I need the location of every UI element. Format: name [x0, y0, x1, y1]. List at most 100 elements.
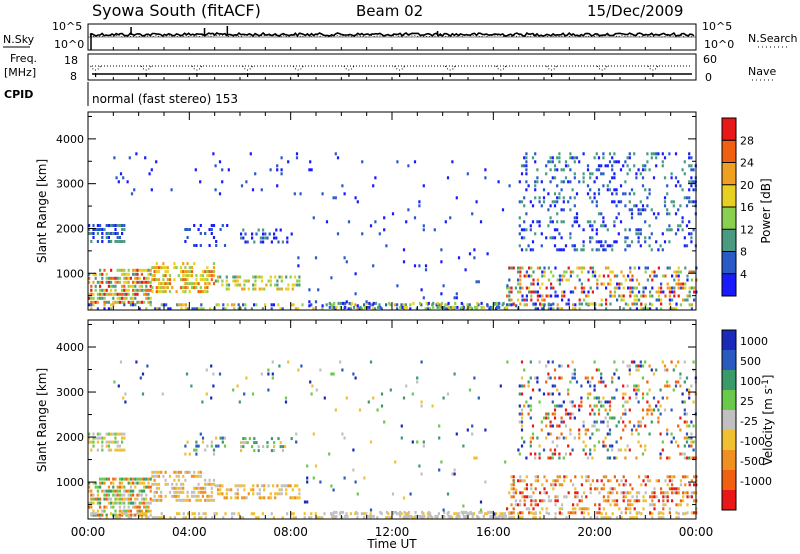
range-gate-cell — [195, 278, 198, 282]
range-gate-cell — [121, 501, 124, 505]
range-gate-cell — [607, 516, 610, 520]
range-gate-cell — [602, 483, 605, 487]
range-gate-cell — [449, 216, 452, 220]
range-gate-cell — [426, 307, 429, 311]
colorbar-tick-label: 20 — [740, 179, 754, 192]
range-gate-cell — [110, 481, 113, 485]
range-gate-cell — [402, 396, 406, 400]
range-gate-cell — [688, 303, 691, 307]
range-gate-cell — [560, 416, 563, 420]
range-gate-cell — [685, 204, 689, 208]
range-gate-cell — [101, 448, 104, 452]
range-gate-cell — [651, 294, 654, 298]
range-gate-cell — [298, 279, 301, 283]
range-gate-cell — [628, 208, 631, 212]
range-gate-cell — [530, 483, 533, 487]
range-gate-cell — [321, 192, 324, 196]
range-gate-cell — [622, 307, 625, 311]
range-gate-cell — [530, 503, 533, 507]
range-gate-cell — [418, 200, 421, 204]
freq-trace — [92, 73, 692, 77]
range-gate-cell — [455, 512, 458, 516]
range-gate-cell — [303, 516, 306, 520]
range-gate-cell — [257, 449, 260, 453]
range-gate-cell — [597, 408, 601, 412]
range-gate-cell — [376, 516, 379, 520]
range-gate-cell — [369, 508, 373, 512]
range-gate-cell — [182, 512, 185, 516]
range-gate-cell — [418, 301, 422, 305]
range-gate-cell — [560, 376, 563, 380]
range-gate-cell — [88, 436, 91, 440]
range-gate-cell — [309, 160, 312, 164]
range-gate-cell — [110, 489, 113, 493]
range-gate-cell — [615, 204, 618, 208]
range-gate-cell — [193, 224, 196, 227]
range-gate-cell — [671, 286, 674, 290]
range-gate-cell — [119, 360, 123, 364]
range-gate-cell — [121, 512, 124, 516]
range-gate-cell — [121, 493, 124, 497]
range-gate-cell — [125, 489, 128, 493]
range-gate-cell — [631, 286, 634, 290]
range-gate-cell — [681, 392, 684, 396]
range-gate-cell — [578, 160, 581, 164]
range-gate-cell — [96, 493, 99, 497]
range-gate-cell — [637, 208, 640, 212]
range-gate-cell — [374, 307, 377, 311]
range-gate-cell — [627, 499, 630, 503]
range-gate-cell — [255, 303, 258, 307]
range-gate-cell — [411, 392, 414, 396]
range-gate-cell — [578, 302, 581, 306]
range-gate-cell — [616, 499, 619, 503]
range-gate-cell — [101, 444, 104, 448]
range-gate-cell — [613, 152, 616, 156]
range-gate-cell — [525, 188, 528, 192]
range-gate-cell — [582, 244, 585, 248]
range-gate-cell — [136, 280, 139, 284]
range-gate-cell — [145, 280, 148, 284]
range-gate-cell — [635, 294, 638, 298]
range-gate-cell — [622, 499, 625, 503]
range-gate-cell — [195, 444, 198, 448]
range-gate-cell — [668, 290, 671, 294]
range-gate-cell — [520, 408, 524, 412]
range-gate-cell — [225, 496, 228, 500]
range-gate-cell — [611, 168, 614, 172]
range-gate-cell — [506, 286, 509, 290]
range-gate-cell — [432, 305, 435, 309]
range-gate-cell — [138, 307, 141, 311]
y-tick-label: 2000 — [56, 431, 84, 444]
range-gate-cell — [121, 272, 124, 276]
range-gate-cell — [554, 294, 557, 298]
range-gate-cell — [233, 512, 236, 516]
range-gate-cell — [96, 307, 99, 311]
range-gate-cell — [123, 432, 126, 436]
range-gate-cell — [663, 368, 667, 372]
range-gate-cell — [190, 266, 194, 270]
range-gate-cell — [484, 512, 487, 516]
range-gate-cell — [677, 278, 680, 282]
range-gate-cell — [314, 464, 318, 468]
range-gate-cell — [243, 392, 246, 396]
range-gate-cell — [651, 516, 654, 520]
range-gate-cell — [597, 168, 601, 172]
range-gate-cell — [280, 275, 283, 279]
range-gate-cell — [332, 196, 335, 200]
range-gate-cell — [455, 296, 458, 300]
range-gate-cell — [595, 152, 598, 156]
range-gate-cell — [94, 436, 97, 440]
colorbar-segment — [722, 251, 736, 275]
range-gate-cell — [604, 436, 607, 440]
range-gate-cell — [92, 512, 95, 516]
range-gate-cell — [591, 274, 594, 278]
range-gate-cell — [491, 510, 494, 514]
range-gate-cell — [560, 432, 563, 436]
range-gate-cell — [624, 278, 627, 282]
range-gate-cell — [206, 266, 209, 270]
range-gate-cell — [666, 491, 669, 495]
range-gate-cell — [374, 176, 377, 180]
range-gate-cell — [569, 156, 572, 160]
range-gate-cell — [649, 302, 652, 306]
range-gate-cell — [339, 360, 342, 364]
